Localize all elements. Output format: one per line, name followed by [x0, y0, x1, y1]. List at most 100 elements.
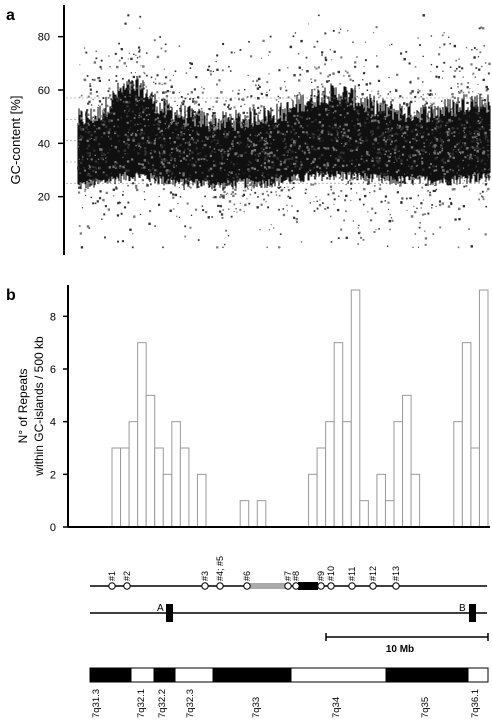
- gc-point: [297, 52, 300, 55]
- gc-point: [141, 167, 144, 170]
- gc-point: [481, 125, 484, 128]
- gc-point: [192, 130, 194, 132]
- gc-point: [295, 156, 298, 159]
- gc-point: [376, 55, 378, 57]
- gc-point: [315, 67, 318, 70]
- gc-point: [224, 169, 226, 171]
- gc-point: [407, 155, 410, 158]
- gc-point: [214, 131, 216, 133]
- gc-point: [257, 77, 261, 81]
- gc-point: [379, 95, 382, 97]
- gc-point: [437, 76, 441, 79]
- gc-point: [341, 164, 345, 168]
- gc-point: [104, 107, 107, 110]
- gc-point: [400, 200, 402, 203]
- gc-point: [260, 147, 263, 150]
- gc-point: [396, 160, 398, 162]
- gc-point: [378, 135, 381, 138]
- gc-point: [270, 191, 273, 194]
- gc-point: [297, 121, 300, 124]
- gc-point: [185, 180, 188, 183]
- gc-point: [390, 140, 393, 143]
- gc-point: [410, 130, 413, 133]
- gc-point: [169, 122, 173, 125]
- gc-point: [210, 152, 212, 155]
- gc-point: [394, 158, 397, 160]
- gc-point: [406, 209, 408, 211]
- gc-point: [452, 113, 455, 115]
- gc-point: [194, 171, 197, 174]
- gc-point: [306, 124, 309, 127]
- gc-point: [107, 152, 109, 154]
- gc-point: [486, 88, 489, 91]
- gc-point: [484, 180, 487, 182]
- gc-point: [286, 210, 288, 212]
- gc-point: [113, 112, 116, 115]
- gc-point: [150, 149, 153, 152]
- gc-point: [311, 132, 315, 136]
- gc-point: [118, 166, 121, 169]
- gc-point: [366, 174, 369, 177]
- gc-point: [172, 193, 175, 196]
- gc-point: [349, 160, 351, 162]
- gc-point: [324, 63, 326, 66]
- gc-point: [460, 90, 463, 93]
- gc-point: [115, 167, 117, 169]
- gc-point: [148, 169, 150, 171]
- gc-point: [125, 168, 128, 172]
- gc-point: [189, 138, 192, 141]
- gc-point: [313, 88, 316, 91]
- gc-point: [414, 233, 417, 235]
- gc-point: [249, 134, 252, 136]
- gc-point: [317, 92, 319, 95]
- gc-point: [88, 165, 92, 169]
- gc-point: [311, 145, 313, 148]
- gc-point: [441, 120, 444, 123]
- gc-point: [361, 141, 363, 144]
- gc-point: [423, 142, 425, 144]
- gc-point: [124, 111, 126, 114]
- gc-point: [422, 168, 425, 171]
- gc-point: [415, 134, 418, 137]
- gc-point: [160, 130, 163, 132]
- gc-point: [222, 124, 225, 127]
- gc-point: [485, 62, 487, 64]
- gc-point: [193, 141, 195, 143]
- gc-point: [101, 110, 104, 112]
- gc-point: [323, 98, 325, 100]
- gc-point: [362, 238, 365, 241]
- gc-point: [416, 177, 419, 180]
- island-gray-segment: [250, 583, 288, 589]
- gc-point: [419, 119, 421, 121]
- gc-point: [270, 181, 273, 184]
- island-label: #9: [316, 571, 326, 581]
- gc-point: [430, 71, 432, 73]
- gc-point: [187, 163, 190, 166]
- gc-point: [355, 140, 358, 143]
- gc-point: [159, 172, 162, 175]
- gc-point: [351, 98, 355, 101]
- gc-point: [396, 111, 398, 114]
- gc-point: [296, 114, 299, 117]
- gc-point: [186, 154, 189, 158]
- gc-point: [325, 80, 329, 83]
- gc-point: [187, 180, 190, 182]
- gc-point: [341, 178, 344, 181]
- gc-point: [330, 188, 333, 191]
- gc-point: [423, 145, 426, 148]
- gc-point: [383, 111, 386, 114]
- gc-point: [336, 105, 339, 107]
- gc-point: [362, 97, 364, 99]
- gc-point: [401, 135, 404, 137]
- gc-point: [344, 123, 347, 126]
- gc-point: [139, 87, 142, 90]
- gc-point: [311, 148, 313, 150]
- gc-point: [338, 176, 341, 179]
- island-black-segment: [298, 582, 318, 590]
- gc-point: [346, 135, 349, 138]
- gc-point: [261, 184, 263, 187]
- gc-point: [350, 187, 353, 190]
- gc-point: [410, 167, 413, 170]
- gc-point: [406, 125, 409, 128]
- gc-point: [314, 177, 317, 180]
